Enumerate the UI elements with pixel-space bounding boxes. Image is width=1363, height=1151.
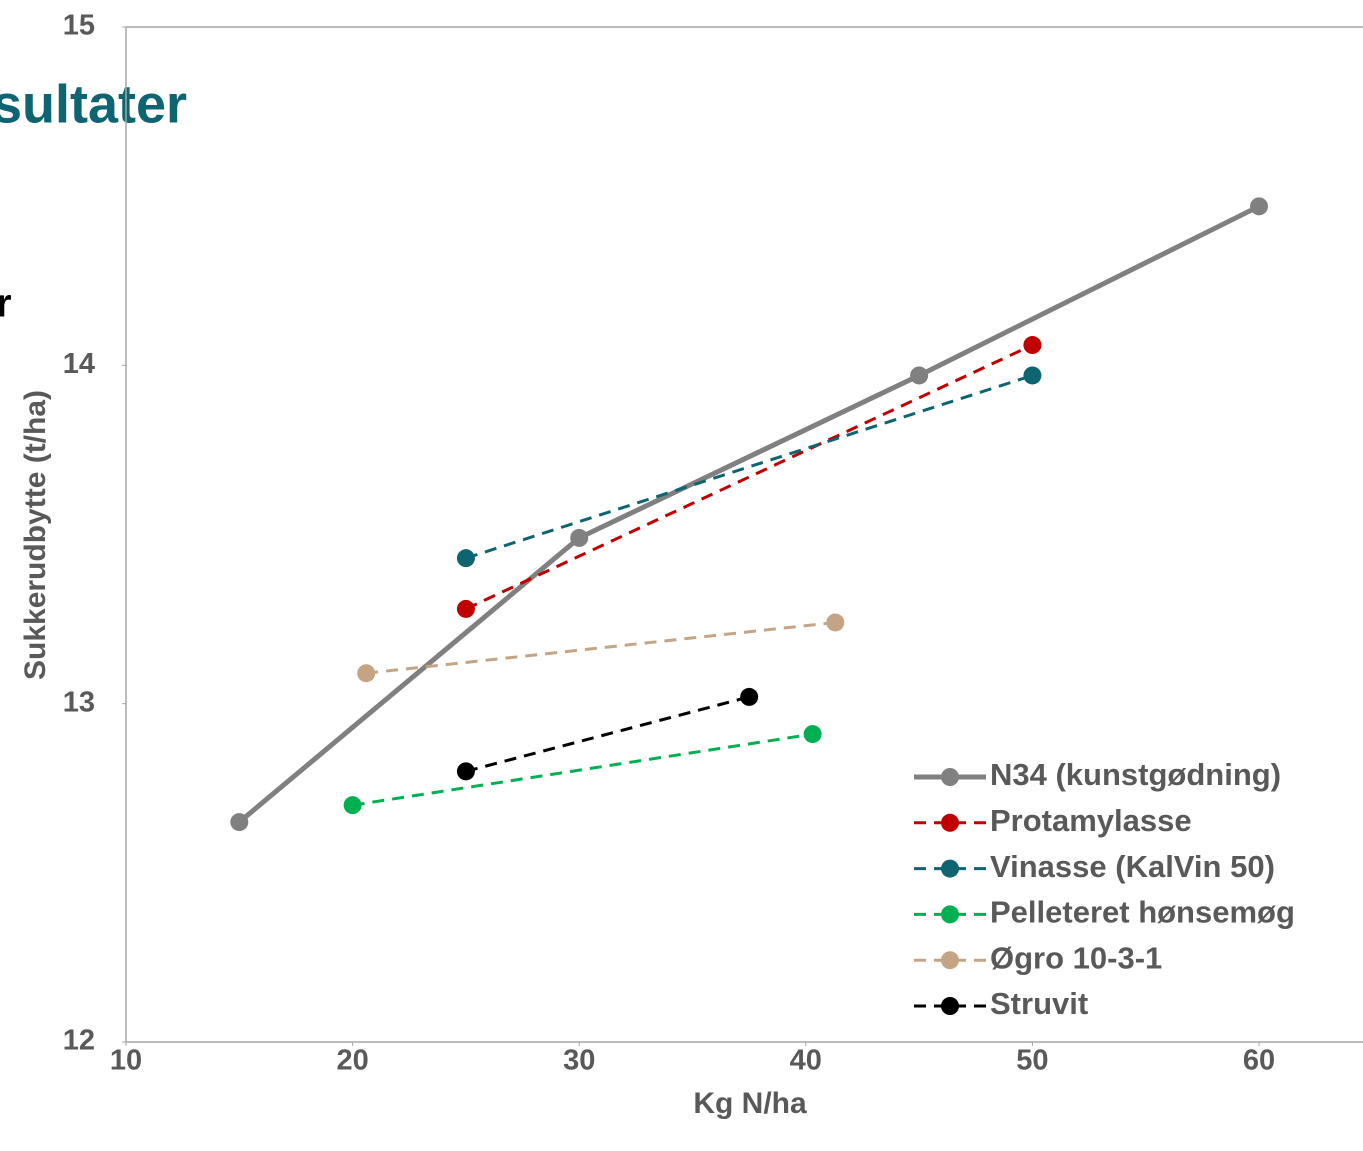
- y-tick-label: 14: [63, 348, 95, 380]
- series-line: [366, 620, 836, 675]
- data-point: [910, 366, 929, 385]
- x-tick-label: 40: [790, 1045, 822, 1077]
- data-point: [740, 687, 759, 706]
- data-point: [570, 528, 589, 547]
- data-point: [357, 664, 376, 683]
- series-line: [465, 695, 750, 773]
- x-tick-label: 50: [1016, 1045, 1048, 1077]
- x-axis-title: Kg N/ha: [693, 1087, 807, 1120]
- plot-frame: [125, 26, 1363, 1043]
- y-axis-title: Sukkerudbytte (t/ha): [19, 390, 52, 680]
- y-tick-label: 15: [63, 10, 95, 42]
- x-tick-label: 20: [336, 1045, 368, 1077]
- legend-label: Vinasse (KalVin 50): [990, 849, 1275, 884]
- data-point: [230, 813, 249, 832]
- data-point: [1250, 197, 1269, 216]
- legend-marker: [941, 859, 959, 878]
- data-point: [456, 599, 475, 618]
- series-line: [352, 732, 813, 807]
- legend-label: N34 (kunstgødning): [990, 757, 1281, 792]
- data-point: [1023, 336, 1042, 355]
- data-point: [826, 613, 845, 632]
- legend-label: Protamylasse: [990, 803, 1192, 838]
- legend-marker: [941, 905, 959, 924]
- legend-marker: [941, 997, 959, 1015]
- series-line: [465, 343, 1034, 611]
- x-tick-label: 30: [563, 1045, 595, 1077]
- slide-text: r: [0, 282, 12, 326]
- legend-label: Struvit: [990, 986, 1088, 1021]
- y-tick-label: 13: [63, 686, 95, 718]
- series-line: [465, 374, 1033, 560]
- legend-label: Pelleteret hønsemøg: [990, 895, 1295, 930]
- data-point: [456, 549, 475, 568]
- x-tick-label: 10: [110, 1045, 142, 1077]
- legend-marker: [941, 951, 959, 970]
- y-tick-label: 12: [63, 1025, 95, 1057]
- x-tick-label: 60: [1243, 1045, 1275, 1077]
- data-point: [343, 796, 362, 815]
- legend-marker: [941, 813, 959, 832]
- slide-title: sultater: [0, 74, 187, 134]
- data-point: [803, 725, 822, 744]
- data-point: [456, 762, 475, 781]
- legend-label: Øgro 10-3-1: [990, 940, 1162, 975]
- legend-marker: [941, 768, 959, 786]
- data-point: [1023, 366, 1042, 385]
- series-line: [237, 204, 1261, 825]
